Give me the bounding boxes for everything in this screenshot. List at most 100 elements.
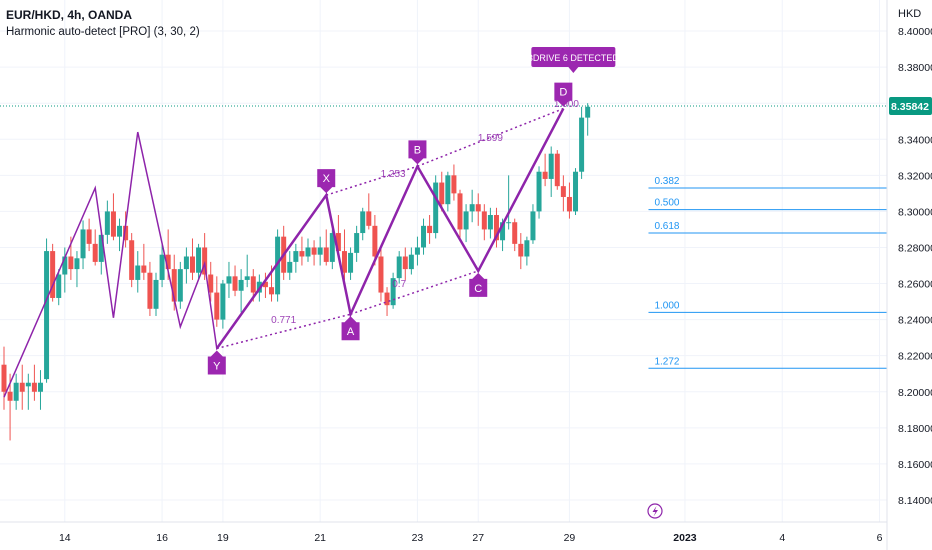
- candle-body: [512, 222, 518, 244]
- candle-body: [305, 247, 311, 257]
- candle-body: [493, 215, 499, 241]
- candle-body: [135, 265, 141, 280]
- point-marker-y: Y: [207, 350, 226, 375]
- candle-body: [7, 391, 13, 401]
- candle-body: [86, 229, 92, 244]
- candles: [1, 103, 591, 441]
- lightning-icon: [647, 503, 663, 519]
- candle-body: [585, 106, 591, 118]
- x-tick-label: 21: [314, 532, 326, 544]
- candle-body: [566, 196, 572, 212]
- candle-body: [378, 256, 384, 293]
- candle-body: [220, 283, 226, 320]
- candle-body: [244, 276, 250, 280]
- indicator-title[interactable]: Harmonic auto-detect [PRO] (3, 30, 2): [6, 26, 200, 38]
- detection-badge-box: [531, 47, 616, 67]
- candle-body: [439, 182, 445, 205]
- candle-body: [208, 274, 214, 293]
- candle-body: [524, 240, 530, 257]
- candle-body: [110, 211, 116, 237]
- candle-body: [299, 251, 305, 257]
- candle-body: [518, 243, 524, 257]
- candle-body: [250, 276, 256, 293]
- candle-body: [311, 247, 317, 255]
- y-tick-label: 8.20000: [898, 387, 932, 399]
- ratio-label: 0.7: [392, 279, 406, 290]
- point-marker-b: B: [408, 140, 427, 165]
- candle-body: [80, 229, 86, 259]
- candle-body: [189, 256, 195, 273]
- x-tick-label: 23: [412, 532, 424, 544]
- symbol-title[interactable]: EUR/HKD, 4h, OANDA: [6, 8, 133, 22]
- target-levels: 0.382 0.500 0.618 1.000 1.272: [0, 105, 887, 369]
- candle-body: [421, 225, 427, 248]
- point-label: X: [323, 173, 331, 185]
- candle-body: [530, 211, 536, 241]
- point-marker-shape: [207, 350, 226, 375]
- candle-body: [25, 382, 31, 387]
- candle-body: [98, 234, 104, 262]
- ratio-label: 1.253: [381, 169, 406, 180]
- y-tick-label: 8.32000: [898, 170, 932, 182]
- candle-body: [366, 211, 372, 226]
- candle-body: [293, 251, 299, 262]
- currency-unit[interactable]: HKD: [898, 8, 922, 20]
- candle-body: [92, 243, 98, 262]
- candle-body: [74, 258, 80, 270]
- candle-body: [177, 269, 183, 302]
- y-tick-label: 8.24000: [898, 315, 932, 327]
- candle-body: [487, 215, 493, 230]
- y-tick-label: 8.18000: [898, 423, 932, 435]
- current-price-tag: 8.35842: [889, 97, 932, 116]
- x-tick-label: 19: [217, 532, 229, 544]
- candle-body: [408, 254, 414, 270]
- point-marker-shape: [341, 316, 360, 341]
- x-tick-label: 29: [564, 532, 576, 544]
- candle-body: [196, 247, 202, 273]
- candle-body: [536, 171, 542, 212]
- y-tick-label: 8.28000: [898, 242, 932, 254]
- candle-body: [396, 256, 402, 279]
- y-tick-label: 8.30000: [898, 206, 932, 218]
- harmonic-pattern: 0.771 1.253 0.7 1.599 1.000 X Y A B C D 3DRIVE 6 DE…: [3, 47, 663, 519]
- level-label: 0.500: [654, 198, 679, 209]
- y-tick-label: 8.40000: [898, 26, 932, 38]
- candle-body: [226, 276, 232, 284]
- point-marker-d: D: [554, 82, 573, 107]
- pattern-legs: [215, 108, 565, 350]
- candle-body: [579, 117, 585, 172]
- candle-body: [159, 254, 165, 280]
- ratio-line: [326, 165, 418, 196]
- candle-body: [554, 153, 560, 187]
- point-label: D: [559, 87, 567, 99]
- candle-body: [214, 292, 220, 320]
- y-tick-label: 8.22000: [898, 351, 932, 363]
- y-tick-label: 8.34000: [898, 134, 932, 146]
- candle-body: [269, 287, 275, 295]
- candle-body: [165, 254, 171, 270]
- current-price-tag-text: 8.35842: [891, 101, 929, 113]
- candle-body: [171, 269, 177, 302]
- candle-body: [287, 261, 293, 273]
- candle-body: [500, 222, 506, 241]
- y-tick-label: 8.26000: [898, 279, 932, 291]
- x-tick-label: 14: [59, 532, 71, 544]
- candle-body: [348, 252, 354, 273]
- point-marker-shape: [317, 169, 336, 194]
- detection-badge-text: 3DRIVE 6 DETECTED: [528, 53, 620, 63]
- point-marker-shape: [408, 140, 427, 165]
- candle-body: [360, 211, 366, 234]
- candle-body: [451, 175, 457, 194]
- candle-body: [238, 279, 244, 291]
- detection-badge: 3DRIVE 6 DETECTED: [528, 47, 620, 73]
- candle-body: [317, 247, 323, 255]
- candle-body: [475, 204, 481, 212]
- point-label: C: [474, 283, 482, 295]
- candle-body: [573, 171, 579, 212]
- candle-body: [469, 204, 475, 212]
- candle-body: [153, 279, 159, 309]
- candle-body: [560, 186, 566, 197]
- candle-body: [275, 236, 281, 295]
